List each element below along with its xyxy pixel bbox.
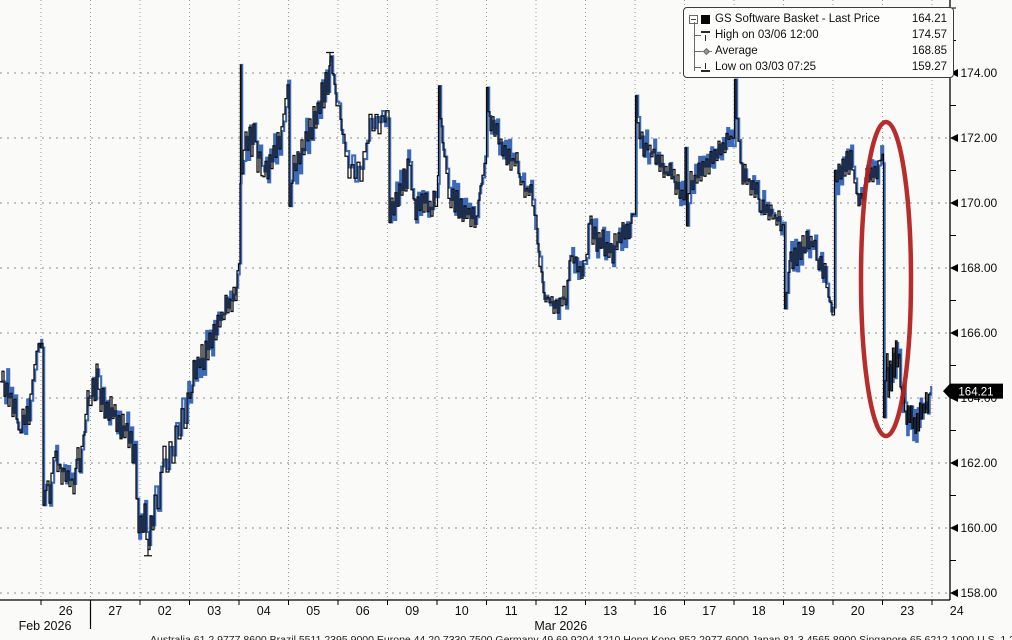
legend-row-average: Average 168.85 [684, 43, 953, 59]
x-day-label: 26 [59, 604, 73, 618]
x-day-label: 06 [356, 604, 370, 618]
x-day-label: 02 [158, 604, 172, 618]
x-day-label: 17 [702, 604, 716, 618]
last-price-badge [943, 383, 1003, 399]
average-marker-icon [701, 47, 712, 56]
x-day-label: 11 [505, 604, 518, 618]
x-month-label: Mar 2026 [534, 619, 587, 633]
y-tick-label: 174.00 [961, 66, 998, 80]
x-day-label: 10 [455, 604, 469, 618]
x-day-label: 20 [851, 604, 865, 618]
y-tick-label: 162.00 [961, 456, 998, 470]
y-tick-label: 166.00 [961, 326, 998, 340]
legend-row-last-price[interactable]: GS Software Basket - Last Price 164.21 [684, 11, 953, 27]
y-tick-arrow [950, 459, 958, 467]
y-tick-arrow [950, 199, 958, 207]
price-series [0, 51, 933, 557]
x-day-label: 05 [306, 604, 320, 618]
y-tick-arrow [950, 69, 958, 77]
high-marker-icon [701, 31, 710, 41]
x-day-label: 16 [653, 604, 667, 618]
annotation-ellipse [858, 119, 914, 439]
axes: 158.00160.00162.00164.00166.00168.00170.… [0, 0, 1003, 601]
high-point-marker [326, 51, 334, 60]
y-tick-label: 168.00 [961, 261, 998, 275]
y-tick-label: 170.00 [961, 196, 998, 210]
price-line-black [0, 56, 931, 551]
legend-tree-line [694, 22, 695, 71]
series-swatch-icon [701, 15, 710, 24]
last-price-badge-label: 164.21 [958, 386, 993, 398]
y-tick-label: 172.00 [961, 131, 998, 145]
legend-label: Average [715, 45, 758, 57]
legend-row-low: Low on 03/03 07:25 159.27 [684, 59, 953, 75]
y-tick-arrow [950, 134, 958, 142]
legend-value: 168.85 [911, 45, 947, 57]
y-tick-arrow [950, 589, 958, 597]
y-tick-label: 158.00 [961, 586, 998, 600]
x-axis-labels: 26 27 02 03 04 05 06 09 10 11 12 13 16 17 18 19 20 23 24 Fe… [19, 600, 964, 633]
x-day-label: 09 [405, 604, 419, 618]
legend-label: Low on 03/03 07:25 [715, 61, 817, 73]
low-point-marker [144, 548, 152, 557]
legend-value: 174.57 [911, 29, 947, 41]
low-marker-icon [701, 63, 710, 72]
x-month-label: Feb 2026 [19, 619, 72, 633]
footer-text: Australia 61 2 9777 8600 Brazil 5511 239… [150, 634, 1012, 640]
gridlines [0, 0, 950, 600]
x-day-label: 23 [900, 604, 914, 618]
price-line-blue [1, 55, 933, 547]
y-tick-arrow [950, 264, 958, 272]
bloomberg-footer: Australia 61 2 9777 8600 Brazil 5511 239… [0, 633, 1012, 640]
y-tick-arrow [950, 524, 958, 532]
legend-label: High on 03/06 12:00 [715, 29, 819, 41]
y-tick-arrow [950, 329, 958, 337]
x-day-label: 19 [801, 604, 815, 618]
x-day-label: 27 [108, 604, 122, 618]
legend-box: GS Software Basket - Last Price 164.21 H… [683, 7, 954, 78]
legend-row-high: High on 03/06 12:00 174.57 [684, 27, 953, 43]
x-day-label: 18 [752, 604, 766, 618]
x-day-label: 24 [950, 604, 964, 618]
x-day-label: 03 [207, 604, 221, 618]
legend-value: 164.21 [911, 13, 947, 25]
legend-value: 159.27 [911, 61, 947, 73]
x-day-label: 04 [257, 604, 271, 618]
x-day-label: 13 [603, 604, 617, 618]
legend-label: GS Software Basket - Last Price [715, 13, 880, 25]
legend-collapse-icon[interactable] [689, 15, 698, 24]
y-tick-label: 160.00 [961, 521, 998, 535]
x-day-label: 12 [554, 604, 568, 618]
